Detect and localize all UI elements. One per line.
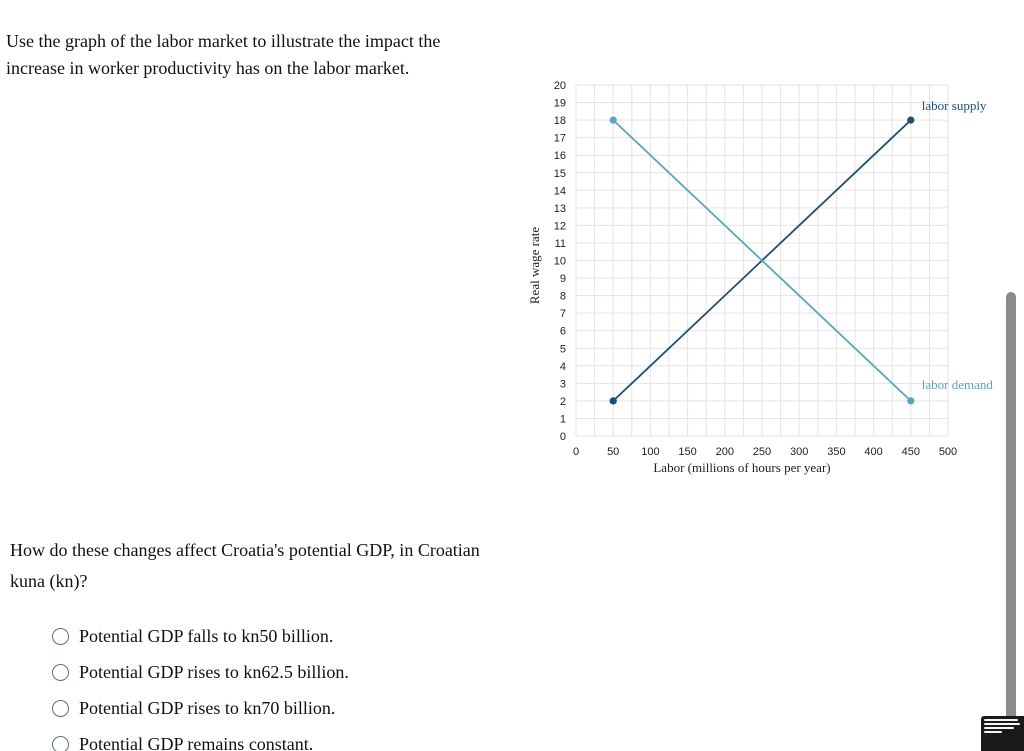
y-tick-label: 19 [554,98,566,110]
page-thumbnail[interactable] [981,716,1024,751]
y-tick-label: 15 [554,168,566,180]
labor-supply-point [609,397,617,405]
labor-demand-point [907,397,915,405]
y-tick-label: 11 [555,238,566,250]
thumbnail-line [984,731,1002,733]
y-tick-label: 12 [554,220,566,232]
x-tick-label: 50 [607,446,619,458]
labor-supply-label: labor supply [922,98,987,113]
x-tick-label: 350 [827,446,845,458]
y-tick-label: 14 [554,185,566,197]
x-tick-label: 250 [753,446,771,458]
y-tick-label: 5 [560,343,566,355]
y-tick-label: 6 [560,326,566,338]
answer-option-label: Potential GDP rises to kn62.5 billion. [79,661,349,682]
labor-demand-point [609,116,617,124]
y-tick-label: 18 [554,115,566,127]
labor-demand-label: labor demand [922,377,994,392]
answer-option-2[interactable]: Potential GDP rises to kn62.5 billion. [52,654,349,690]
x-tick-label: 200 [716,446,734,458]
radio-button[interactable] [52,663,69,681]
y-tick-label: 1 [560,413,566,425]
y-tick-label: 2 [560,396,566,408]
radio-button[interactable] [52,735,69,751]
y-tick-label: 7 [560,308,566,320]
thumbnail-line [984,727,1014,729]
question-text: How do these changes affect Croatia's po… [10,540,480,591]
y-tick-label: 4 [560,361,566,373]
y-tick-label: 13 [554,203,566,215]
y-tick-label: 9 [560,273,566,285]
y-tick-label: 8 [560,291,566,303]
radio-button[interactable] [52,627,69,645]
thumbnail-line [984,723,1020,725]
y-tick-label: 17 [554,133,566,145]
x-tick-label: 500 [939,446,957,458]
scrollbar-thumb[interactable] [1006,292,1016,751]
x-tick-label: 150 [678,446,696,458]
y-tick-label: 16 [554,150,566,162]
y-axis-title: Real wage rate [527,227,542,304]
y-tick-label: 0 [560,431,566,443]
x-axis-title: Labor (millions of hours per year) [653,460,830,475]
answer-option-1[interactable]: Potential GDP falls to kn50 billion. [52,618,349,654]
answer-options: Potential GDP falls to kn50 billion. Pot… [52,618,349,751]
instruction-text: Use the graph of the labor market to ill… [6,31,441,78]
y-tick-label: 20 [554,80,566,92]
answer-option-label: Potential GDP falls to kn50 billion. [79,625,334,646]
answer-option-4[interactable]: Potential GDP remains constant. [52,726,349,751]
labor-supply-point [907,116,915,124]
x-tick-label: 0 [573,446,579,458]
answer-option-3[interactable]: Potential GDP rises to kn70 billion. [52,690,349,726]
x-tick-label: 300 [790,446,808,458]
answer-option-label: Potential GDP remains constant. [79,733,314,751]
thumbnail-line [984,719,1018,721]
x-tick-label: 450 [902,446,920,458]
x-tick-label: 100 [641,446,659,458]
x-tick-label: 400 [864,446,882,458]
answer-option-label: Potential GDP rises to kn70 billion. [79,697,336,718]
labor-demand-line [612,119,912,402]
y-tick-label: 10 [554,256,566,268]
radio-button[interactable] [52,699,69,717]
y-tick-label: 3 [560,378,566,390]
